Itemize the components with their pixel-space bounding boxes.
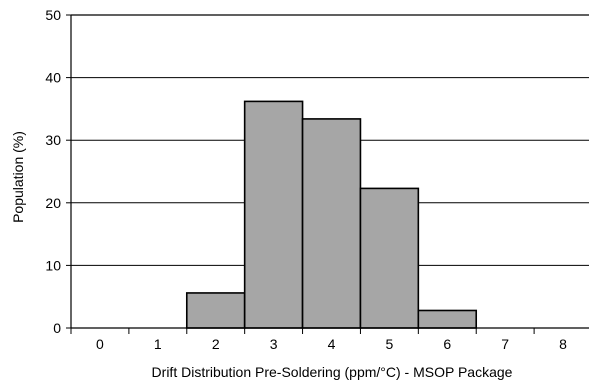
y-tick-label: 10 <box>45 257 61 273</box>
x-tick-label: 2 <box>212 336 220 352</box>
y-tick-label: 0 <box>53 320 61 336</box>
y-tick-label: 30 <box>45 132 61 148</box>
x-tick-label: 7 <box>501 336 509 352</box>
bar-2 <box>185 292 246 329</box>
bar-6 <box>417 309 478 329</box>
axes <box>66 14 589 334</box>
bars <box>185 100 478 329</box>
y-tick-label: 40 <box>45 70 61 86</box>
y-tick-labels: 0 10 20 30 40 50 <box>45 7 61 336</box>
x-tick-label: 4 <box>328 336 336 352</box>
x-tick-label: 6 <box>443 336 451 352</box>
y-axis-label: Population (%) <box>10 131 26 223</box>
x-tick-labels: 0 1 2 3 4 5 6 7 8 <box>96 336 567 352</box>
bar-3 <box>243 100 304 329</box>
x-axis-label: Drift Distribution Pre-Soldering (ppm/°C… <box>152 364 513 380</box>
y-tick-label: 20 <box>45 195 61 211</box>
bar-5 <box>359 187 420 329</box>
bar-4 <box>301 118 362 329</box>
x-tick-label: 1 <box>154 336 162 352</box>
x-tick-label: 0 <box>96 336 104 352</box>
y-tick-label: 50 <box>45 7 61 23</box>
x-tick-label: 5 <box>385 336 393 352</box>
x-tick-label: 3 <box>270 336 278 352</box>
x-tick-label: 8 <box>559 336 567 352</box>
